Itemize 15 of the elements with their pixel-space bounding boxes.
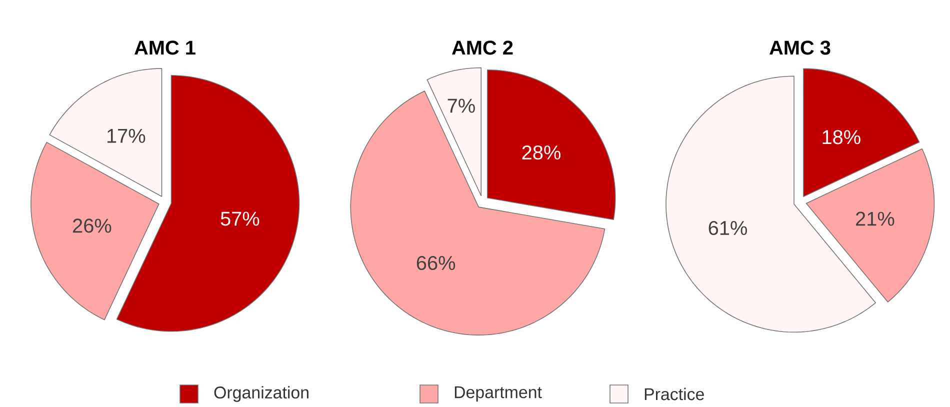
legend-label: Organization bbox=[214, 386, 308, 402]
data-label: 26% bbox=[73, 218, 112, 233]
data-label: 66% bbox=[416, 256, 456, 270]
data-label: 7% bbox=[448, 98, 475, 113]
chart-title: AMC 2 bbox=[452, 40, 513, 55]
chart-title: AMC 3 bbox=[770, 40, 830, 55]
data-label: 28% bbox=[522, 145, 560, 160]
legend-label: Department bbox=[454, 386, 542, 402]
data-label: 18% bbox=[822, 130, 860, 144]
chart-title: AMC 1 bbox=[134, 40, 196, 55]
data-label: 21% bbox=[856, 212, 894, 226]
data-label: 61% bbox=[708, 220, 747, 236]
legend-label: Practice bbox=[644, 388, 704, 400]
data-label: 17% bbox=[107, 128, 146, 143]
data-label: 57% bbox=[220, 212, 260, 226]
